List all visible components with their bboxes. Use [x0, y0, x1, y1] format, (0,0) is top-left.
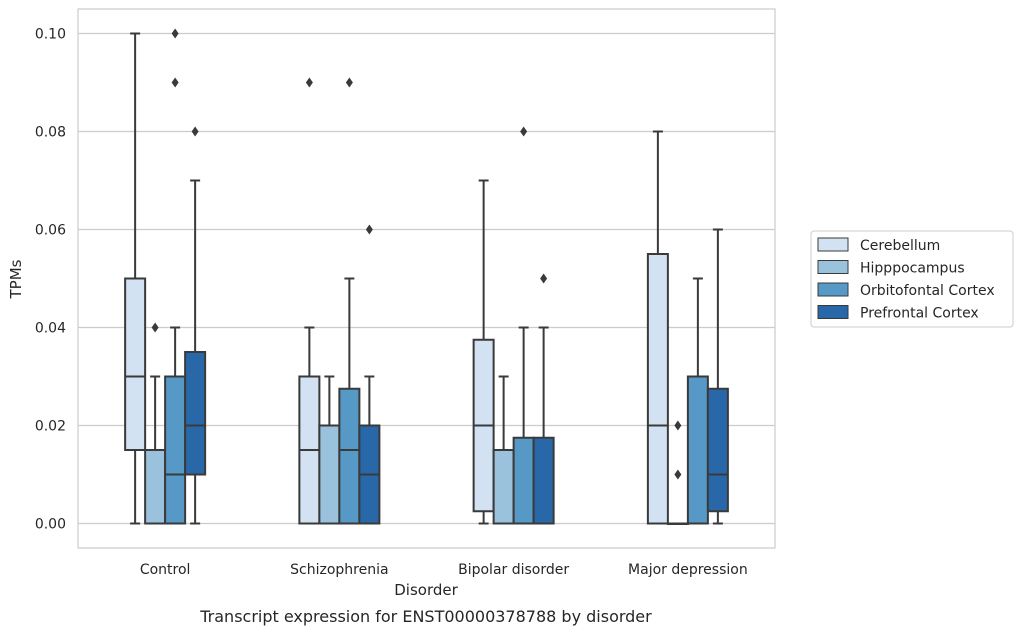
outlier-point: [151, 322, 159, 333]
outlier-point: [171, 28, 179, 39]
legend-label: Cerebellum: [860, 238, 940, 254]
x-tick-label: Major depression: [628, 562, 748, 578]
y-tick-labels: 0.00 0.02 0.04 0.06 0.08 0.10: [35, 27, 66, 533]
box-cerebellum: [646, 130, 669, 525]
legend-label: Orbitofontal Cortex: [860, 283, 995, 299]
legend-label: Hipppocampus: [860, 261, 965, 277]
boxes: [124, 28, 729, 525]
chart-caption: Transcript expression for ENST0000037878…: [199, 607, 652, 626]
y-tick-label: 0.06: [35, 223, 66, 239]
legend-swatch: [817, 305, 849, 319]
y-axis-title: TPMs: [7, 259, 25, 299]
y-tick-label: 0.04: [35, 321, 66, 337]
box-prefrontal-cortex: [184, 126, 207, 525]
outlier-point: [520, 126, 528, 137]
x-tick-label: Schizophrenia: [290, 562, 388, 578]
y-tick-label: 0.08: [35, 125, 66, 141]
box-prefrontal-cortex: [706, 228, 729, 525]
box-hipppocampus: [318, 375, 341, 525]
box-body: [184, 351, 207, 476]
box-orbitofontal-cortex: [338, 77, 361, 525]
outlier-point: [674, 469, 682, 480]
box-body: [144, 449, 167, 525]
outlier-point: [345, 77, 353, 88]
box-hipppocampus: [666, 420, 689, 525]
box-body: [164, 375, 187, 525]
box-cerebellum: [124, 32, 147, 525]
box-cerebellum: [472, 179, 495, 525]
x-tick-label: Control: [140, 562, 191, 578]
box-hipppocampus: [144, 322, 167, 525]
box-body: [532, 436, 555, 525]
outlier-point: [305, 77, 313, 88]
legend: Cerebellum Hipppocampus Orbitofontal Corte…: [810, 230, 1014, 328]
box-body: [512, 436, 535, 525]
box-body: [686, 375, 709, 525]
box-body: [124, 277, 147, 451]
box-body: [318, 424, 341, 525]
outlier-point: [365, 224, 373, 235]
y-tick-label: 0.10: [35, 27, 66, 43]
legend-frame: [810, 230, 1014, 328]
box-body: [706, 387, 729, 513]
x-tick-labels: Control Schizophrenia Bipolar disorder Majo…: [140, 562, 748, 578]
box-body: [338, 387, 361, 525]
box-orbitofontal-cortex: [512, 126, 535, 525]
outlier-point: [674, 420, 682, 431]
box-prefrontal-cortex: [532, 273, 555, 525]
box-prefrontal-cortex: [358, 224, 381, 525]
legend-swatch: [817, 282, 849, 297]
x-tick-label: Bipolar disorder: [458, 562, 569, 578]
legend-swatch: [817, 260, 849, 274]
outlier-point: [540, 273, 548, 284]
y-tick-label: 0.00: [35, 517, 66, 533]
legend-swatch: [817, 237, 849, 252]
box-body: [492, 449, 515, 525]
x-axis-title: Disorder: [394, 581, 458, 599]
box-hipppocampus: [492, 375, 515, 525]
legend-label: Prefrontal Cortex: [860, 306, 979, 322]
outlier-point: [191, 126, 199, 137]
outlier-point: [171, 77, 179, 88]
box-body: [646, 253, 669, 525]
y-tick-label: 0.02: [35, 419, 66, 435]
